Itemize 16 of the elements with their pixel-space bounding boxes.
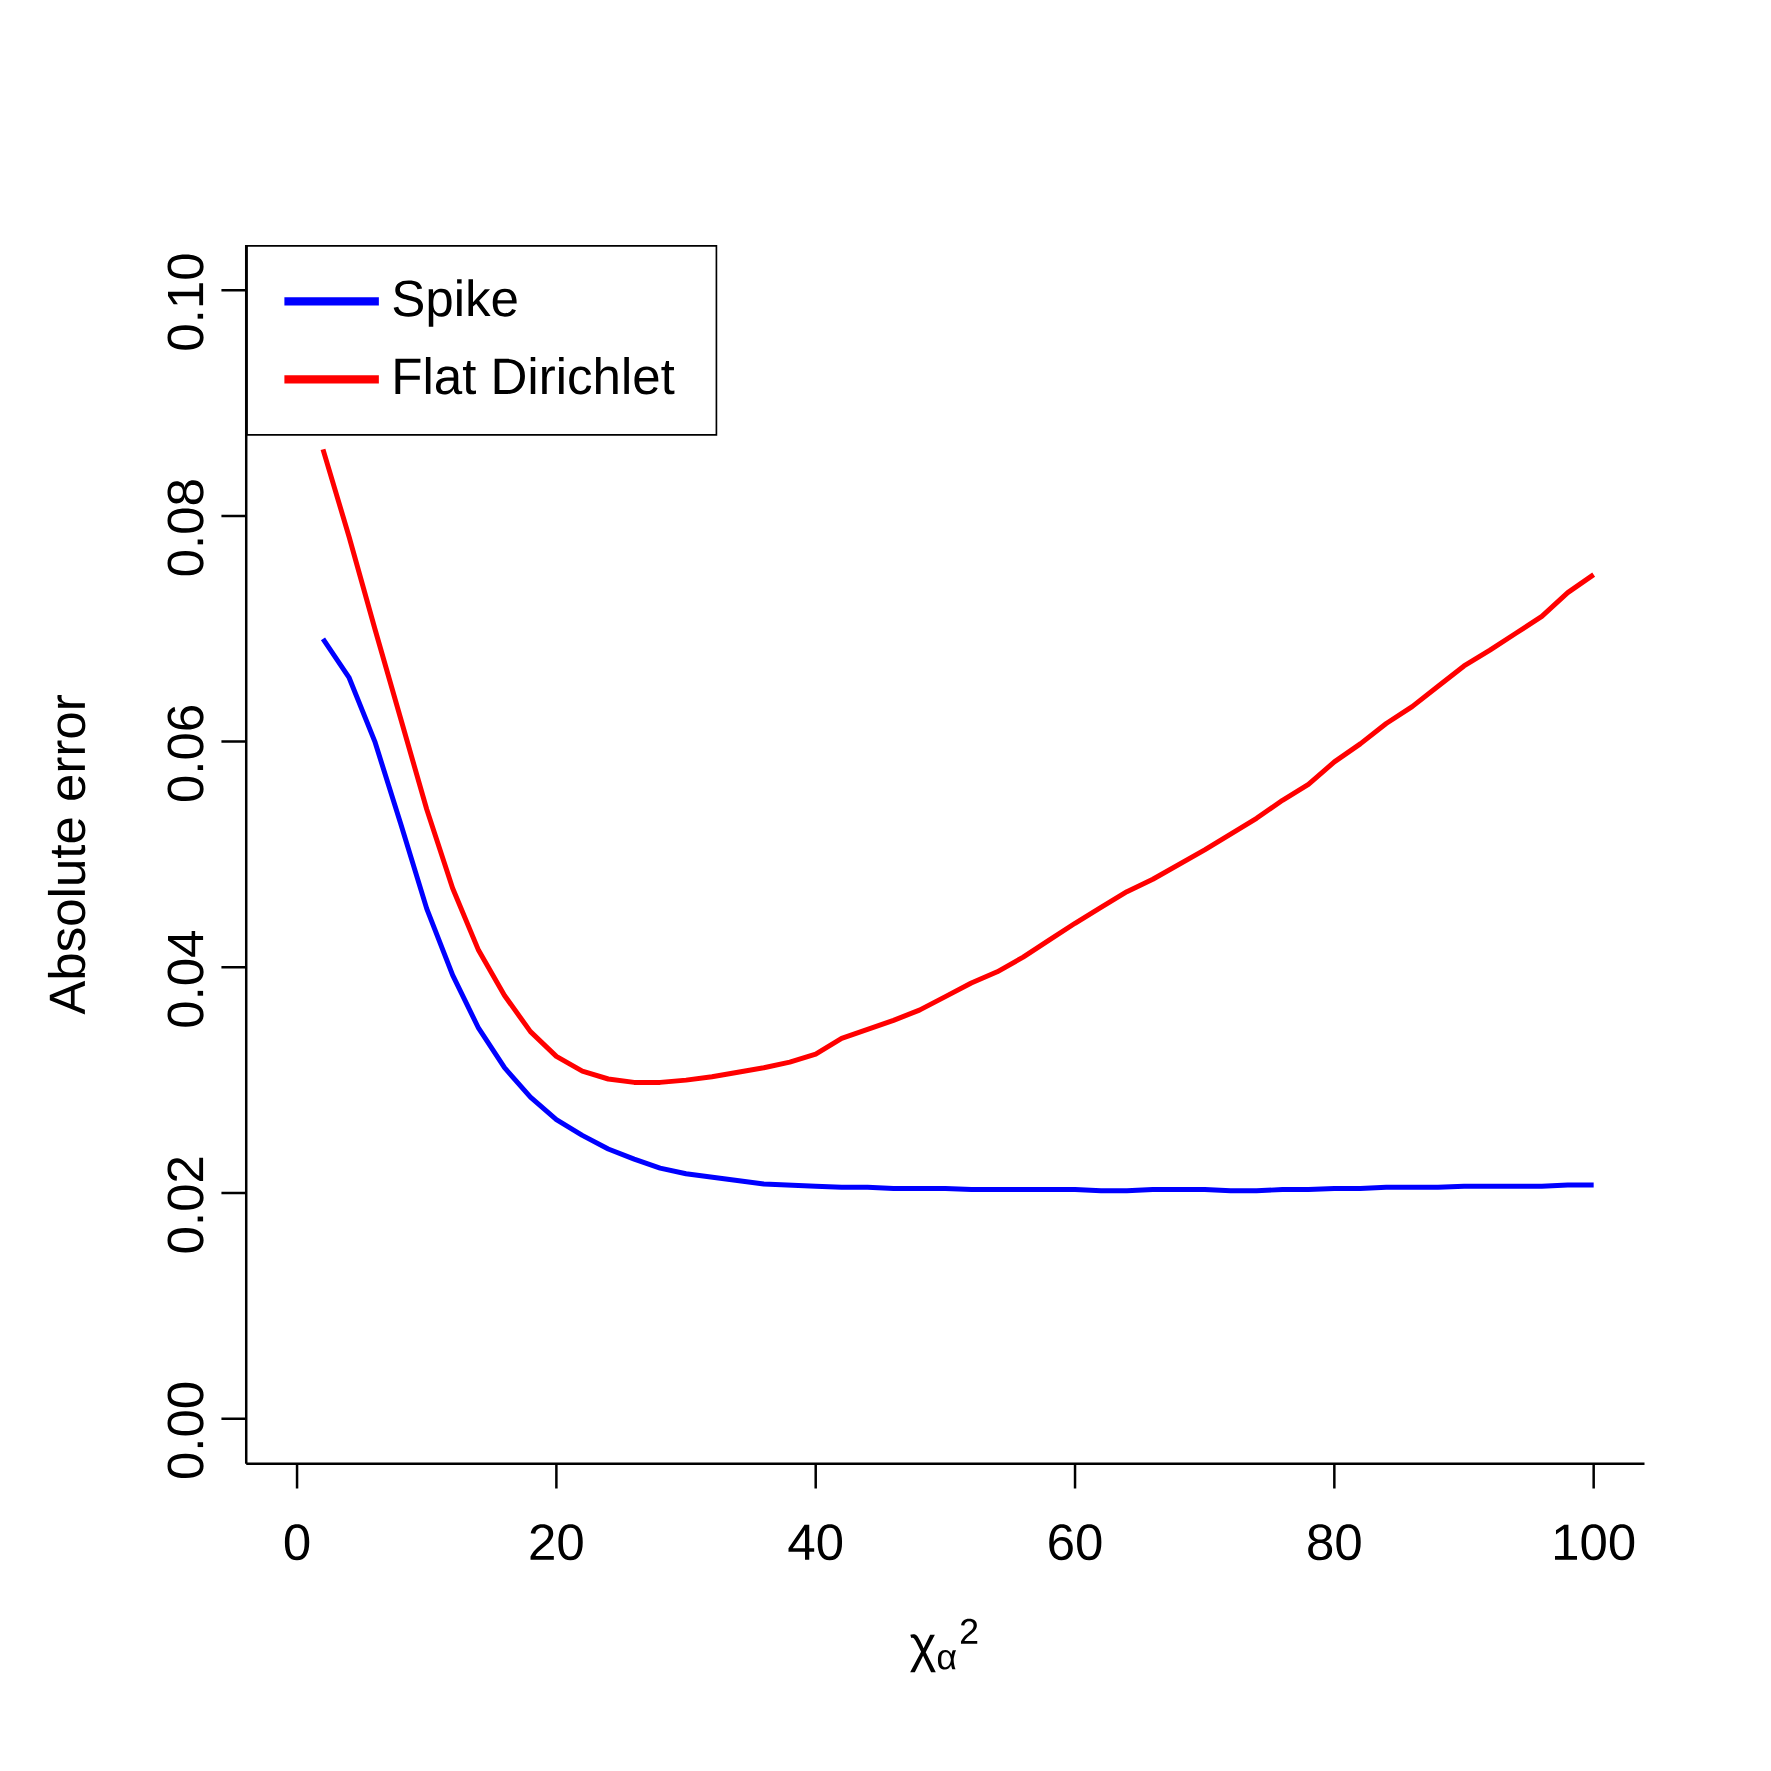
legend-label: Flat Dirichlet	[395, 356, 675, 395]
legend-label: Spike	[393, 279, 517, 327]
x-axis-title: χ$_{α}$2	[910, 1618, 978, 1673]
x-tick-label: 0	[284, 1524, 310, 1561]
y-tick-label: 0.08	[167, 480, 204, 576]
y-tick-label: 0.00	[167, 1382, 204, 1479]
y-axis-title: Absolute error	[47, 695, 86, 1015]
y-tick-label: 0.10	[167, 254, 204, 350]
x-tick-label: 60	[1049, 1524, 1102, 1561]
x-tick-label: 100	[1555, 1524, 1635, 1561]
y-tick-label: 0.02	[167, 1157, 204, 1253]
y-tick-label: 0.04	[167, 930, 204, 1027]
x-tick-label: 20	[530, 1524, 583, 1561]
x-tick-label: 80	[1308, 1524, 1361, 1561]
y-tick-label: 0.06	[167, 705, 204, 802]
x-tick-label: 40	[788, 1524, 843, 1561]
